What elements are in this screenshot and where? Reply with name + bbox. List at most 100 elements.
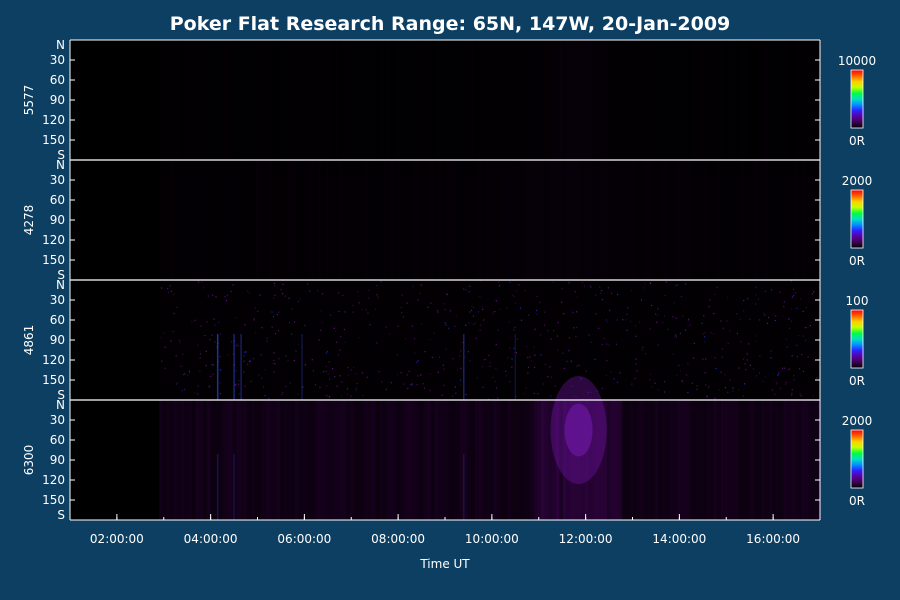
noise-speck bbox=[749, 318, 751, 320]
keogram-column bbox=[449, 40, 454, 160]
y-tick-label: 90 bbox=[50, 333, 65, 347]
noise-speck bbox=[444, 322, 446, 324]
keogram-column bbox=[342, 40, 347, 160]
keogram-column bbox=[533, 280, 538, 400]
noise-speck bbox=[336, 341, 338, 343]
noise-speck bbox=[506, 307, 508, 309]
noise-speck bbox=[416, 361, 418, 363]
keogram-column bbox=[313, 160, 318, 280]
noise-speck bbox=[454, 325, 456, 328]
noise-speck bbox=[273, 297, 275, 299]
keogram-column bbox=[342, 160, 347, 280]
noise-speck bbox=[205, 350, 207, 352]
noise-speck bbox=[631, 383, 633, 385]
noise-speck bbox=[180, 365, 182, 367]
noise-speck bbox=[524, 290, 526, 292]
keogram-column bbox=[618, 160, 623, 280]
keogram-column bbox=[199, 280, 204, 400]
keogram-column bbox=[647, 160, 652, 280]
noise-speck bbox=[338, 310, 340, 313]
keogram-column bbox=[350, 400, 355, 520]
keogram-column bbox=[805, 400, 810, 520]
noise-speck bbox=[581, 281, 584, 284]
keogram-column bbox=[294, 160, 300, 280]
keogram-column bbox=[588, 400, 593, 520]
noise-speck bbox=[184, 373, 186, 375]
noise-speck bbox=[739, 318, 741, 320]
noise-speck bbox=[764, 314, 766, 316]
noise-speck bbox=[797, 335, 800, 337]
keogram-column bbox=[386, 40, 391, 160]
keogram-column bbox=[643, 160, 649, 280]
noise-speck bbox=[508, 321, 511, 323]
noise-speck bbox=[537, 393, 539, 395]
noise-speck bbox=[427, 306, 429, 308]
keogram-column bbox=[441, 40, 447, 160]
keogram-column bbox=[460, 160, 465, 280]
keogram-column bbox=[199, 40, 204, 160]
x-tick-label: 16:00:00 bbox=[746, 532, 800, 546]
keogram-column bbox=[452, 280, 458, 400]
keogram-column bbox=[166, 160, 171, 280]
keogram-column bbox=[342, 400, 347, 520]
noise-speck bbox=[511, 366, 513, 368]
noise-speck bbox=[574, 291, 576, 293]
noise-speck bbox=[635, 335, 637, 337]
noise-speck bbox=[601, 387, 604, 389]
keogram-column bbox=[203, 160, 208, 280]
noise-speck bbox=[160, 336, 162, 339]
noise-speck bbox=[161, 360, 163, 362]
keogram-column bbox=[221, 160, 226, 280]
noise-speck bbox=[247, 363, 249, 365]
keogram-column bbox=[478, 160, 483, 280]
noise-speck bbox=[445, 324, 447, 326]
keogram-column bbox=[449, 160, 454, 280]
keogram-column bbox=[764, 400, 770, 520]
keogram-column bbox=[438, 40, 443, 160]
noise-speck bbox=[224, 296, 226, 298]
keogram-column bbox=[522, 280, 527, 400]
noise-speck bbox=[179, 342, 181, 344]
noise-speck bbox=[347, 367, 349, 369]
keogram-column bbox=[170, 280, 175, 400]
keogram-column bbox=[452, 400, 458, 520]
y-tick-label: N bbox=[56, 158, 65, 172]
keogram-column bbox=[188, 280, 193, 400]
noise-speck bbox=[321, 293, 324, 295]
keogram-column bbox=[177, 280, 182, 400]
keogram-column bbox=[662, 400, 667, 520]
noise-speck bbox=[778, 371, 780, 374]
x-axis-label: Time UT bbox=[419, 557, 470, 571]
noise-speck bbox=[173, 312, 175, 315]
noise-speck bbox=[549, 366, 551, 368]
x-tick-label: 02:00:00 bbox=[90, 532, 144, 546]
keogram-column bbox=[746, 400, 751, 520]
noise-speck bbox=[406, 374, 408, 376]
keogram-column bbox=[662, 160, 667, 280]
keogram-column bbox=[474, 400, 480, 520]
noise-speck bbox=[273, 360, 275, 362]
keogram-column bbox=[206, 40, 212, 160]
keogram-column bbox=[779, 400, 784, 520]
keogram-column bbox=[412, 280, 417, 400]
noise-speck bbox=[634, 377, 636, 380]
keogram-column bbox=[614, 160, 619, 280]
keogram-column bbox=[662, 280, 667, 400]
keogram-column bbox=[581, 280, 586, 400]
noise-speck bbox=[791, 355, 793, 357]
keogram-column bbox=[507, 280, 513, 400]
keogram-column bbox=[533, 160, 538, 280]
noise-speck bbox=[649, 282, 652, 284]
noise-speck bbox=[561, 288, 563, 290]
keogram-column bbox=[724, 40, 729, 160]
keogram-column bbox=[592, 400, 597, 520]
noise-speck bbox=[460, 384, 462, 386]
y-tick-label: S bbox=[57, 508, 65, 522]
noise-speck bbox=[285, 385, 287, 388]
keogram-column bbox=[728, 160, 733, 280]
noise-speck bbox=[332, 368, 334, 370]
keogram-column bbox=[184, 40, 190, 160]
noise-speck bbox=[164, 346, 166, 348]
keogram-column bbox=[533, 400, 538, 520]
